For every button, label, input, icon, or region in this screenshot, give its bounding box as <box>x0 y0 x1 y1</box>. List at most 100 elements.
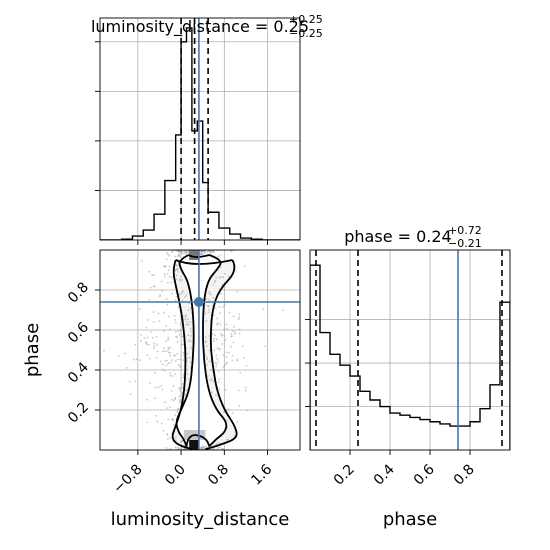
sample-point <box>160 280 163 283</box>
x-tick-label: 0.6 <box>411 461 438 488</box>
sample-point <box>146 336 149 339</box>
sample-point <box>236 359 239 362</box>
sample-point <box>174 299 177 302</box>
sample-point <box>211 333 214 335</box>
sample-point <box>165 447 168 449</box>
sample-point <box>172 419 175 422</box>
sample-point <box>157 386 160 389</box>
sample-point <box>179 322 182 325</box>
sample-point <box>174 398 177 401</box>
sample-point <box>166 407 169 409</box>
sample-point <box>176 353 179 355</box>
sample-point <box>150 331 153 333</box>
sample-point <box>228 311 231 314</box>
sample-point <box>159 360 162 363</box>
panel-background <box>100 18 300 240</box>
sample-point <box>184 388 187 391</box>
sample-point <box>219 276 222 278</box>
sample-point <box>184 393 187 396</box>
phase-histogram-line <box>310 264 510 450</box>
sample-point <box>222 354 225 356</box>
sample-point <box>177 358 180 361</box>
inner-contour-left <box>175 254 195 447</box>
sample-point <box>163 311 165 314</box>
sample-point <box>182 376 185 379</box>
sample-point <box>239 371 242 374</box>
sample-point <box>221 343 224 345</box>
sample-point <box>214 279 216 282</box>
sample-point <box>189 321 192 323</box>
sample-point <box>178 401 181 403</box>
phase-title: phase = 0.24 <box>344 227 451 246</box>
sample-point <box>148 270 151 273</box>
sample-point <box>166 303 169 306</box>
y-tick-label: 0.2 <box>65 399 92 426</box>
x-tick-label: 0.2 <box>331 462 358 489</box>
sample-point <box>221 306 224 308</box>
sample-point <box>139 359 142 361</box>
sample-point <box>216 323 218 326</box>
sample-point <box>204 354 207 357</box>
sample-point <box>225 351 228 354</box>
sample-point <box>167 281 169 284</box>
sample-point <box>186 360 188 363</box>
sample-point <box>174 322 177 324</box>
sample-point <box>182 359 185 362</box>
outer-contour-right <box>205 259 238 450</box>
sample-point <box>174 360 177 362</box>
sample-point <box>148 343 150 346</box>
sample-point <box>217 446 220 449</box>
sample-point <box>169 406 171 408</box>
sample-point <box>214 307 217 310</box>
sample-point <box>170 390 173 392</box>
sample-point <box>179 387 182 390</box>
sample-point <box>172 375 175 377</box>
sample-point <box>189 328 192 330</box>
sample-point <box>160 422 163 425</box>
sample-point <box>185 323 187 326</box>
sample-point <box>172 399 175 402</box>
sample-point <box>180 275 182 278</box>
x-tick-label: 0.0 <box>162 462 189 489</box>
sample-point <box>173 354 176 357</box>
sample-point <box>167 269 170 272</box>
sample-point <box>117 355 120 357</box>
sample-point <box>156 350 159 353</box>
sample-point <box>206 358 209 361</box>
sample-point <box>147 319 150 321</box>
sample-point <box>174 414 177 417</box>
sample-point <box>172 385 175 388</box>
sample-point <box>217 255 219 258</box>
sample-point <box>161 363 164 366</box>
sample-point <box>208 308 211 311</box>
sample-point <box>185 313 188 316</box>
sample-point <box>152 311 155 313</box>
sample-point <box>181 299 184 302</box>
sample-point <box>212 380 214 382</box>
sample-point <box>232 315 235 318</box>
sample-point <box>218 442 221 444</box>
sample-point <box>215 442 218 445</box>
sample-point <box>225 323 228 326</box>
sample-point <box>215 365 218 368</box>
sample-point <box>205 298 208 301</box>
sample-point <box>224 388 227 391</box>
sample-point <box>218 276 221 279</box>
sample-point <box>209 250 212 253</box>
sample-point <box>179 389 182 392</box>
sample-point <box>169 447 172 450</box>
sample-point <box>238 405 241 407</box>
sample-point <box>221 334 224 337</box>
sample-point <box>204 312 207 315</box>
x-axis-label: luminosity_distance <box>111 509 290 530</box>
luminosity-distance-histogram-panel: luminosity_distance = 0.25 +0.25 −0.25 <box>91 13 323 245</box>
sample-point <box>238 332 241 335</box>
sample-point <box>230 332 233 335</box>
sample-point <box>186 320 189 323</box>
sample-point <box>143 337 146 340</box>
sample-point <box>184 318 187 321</box>
sample-point <box>146 421 149 424</box>
sample-point <box>171 292 173 295</box>
sample-point <box>215 277 218 279</box>
sample-point <box>188 340 191 343</box>
